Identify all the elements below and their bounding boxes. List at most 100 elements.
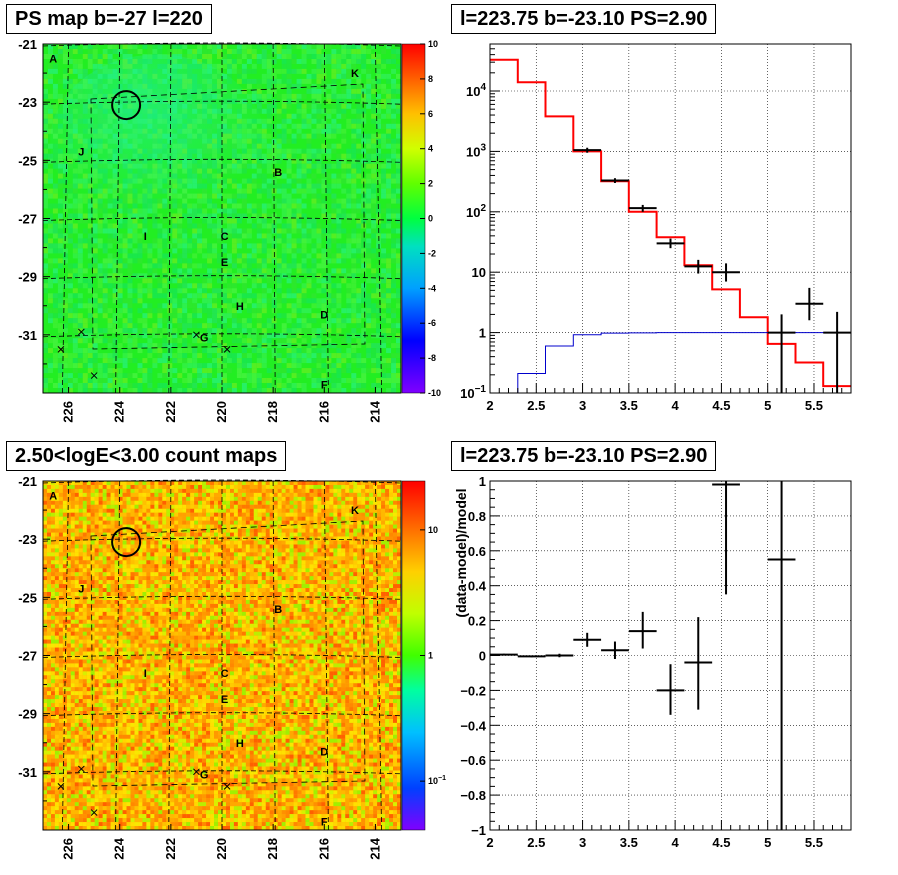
map-cell <box>231 49 237 54</box>
map-cell <box>54 647 59 652</box>
map-cell <box>266 278 272 284</box>
map-cell <box>66 596 71 600</box>
map-cell <box>217 348 222 354</box>
map-cell <box>90 798 95 803</box>
map-cell <box>306 118 312 124</box>
map-cell <box>58 603 63 608</box>
map-cell <box>57 328 63 334</box>
map-cell <box>291 83 297 89</box>
map-cell <box>62 794 67 799</box>
map-cell <box>356 388 362 393</box>
map-cell <box>66 790 71 795</box>
region-label-H: H <box>236 301 244 313</box>
map-cell <box>336 388 342 393</box>
map-cell <box>236 338 242 344</box>
map-cell <box>346 68 352 74</box>
map-cell <box>361 363 367 369</box>
map-cell <box>351 288 357 294</box>
map-cell <box>47 556 51 561</box>
map-cell <box>51 790 55 795</box>
map-cell <box>70 496 75 501</box>
map-cell <box>102 263 108 269</box>
map-cell <box>54 750 59 755</box>
map-cell <box>58 635 63 640</box>
map-cell <box>66 778 71 783</box>
map-cell <box>72 288 78 294</box>
map-cell <box>376 303 382 309</box>
map-cell <box>202 303 208 309</box>
map-cell <box>43 679 47 684</box>
map-cell <box>227 293 232 299</box>
map-cell <box>301 358 307 364</box>
map-cell <box>67 228 73 234</box>
map-cell <box>43 268 48 274</box>
map-cell <box>236 293 242 299</box>
map-cell <box>266 158 272 164</box>
map-cell <box>251 223 257 229</box>
map-cell <box>391 368 397 374</box>
map-cell <box>117 378 123 383</box>
map-cell <box>58 556 63 561</box>
map-cell <box>43 719 47 723</box>
map-cell <box>212 228 218 234</box>
map-cell <box>236 353 242 359</box>
map-cell <box>241 54 247 59</box>
map-cell <box>326 153 332 159</box>
map-cell <box>222 373 227 379</box>
map-cell <box>241 268 247 274</box>
map-cell <box>48 318 53 324</box>
map-cell <box>66 576 71 581</box>
map-cell <box>187 293 193 299</box>
map-cell <box>301 228 307 234</box>
map-cell <box>67 338 73 344</box>
map-cell <box>48 118 53 124</box>
map-cell <box>107 378 113 383</box>
map-cell <box>212 253 218 259</box>
survey-region-outline <box>90 83 366 350</box>
map-cell <box>326 243 332 249</box>
map-cell <box>58 738 63 743</box>
map-cell <box>241 293 247 299</box>
map-cell <box>371 188 377 194</box>
map-cell <box>54 671 59 676</box>
map-cell <box>51 560 55 565</box>
map-cell <box>67 308 73 314</box>
map-cell <box>236 358 242 364</box>
map-cell <box>376 293 382 299</box>
map-cell <box>52 273 58 279</box>
map-cell <box>47 647 51 652</box>
map-cell <box>241 278 247 284</box>
map-cell <box>286 118 292 124</box>
map-cell <box>43 651 47 656</box>
map-cell <box>157 238 163 244</box>
map-cell <box>102 278 108 284</box>
map-cell <box>311 378 317 383</box>
map-cell <box>256 318 262 324</box>
map-cell <box>43 508 47 513</box>
map-cell <box>51 762 55 767</box>
map-cell <box>177 373 183 379</box>
map-cell <box>117 223 123 229</box>
map-cell <box>316 303 322 309</box>
map-cell <box>47 572 51 577</box>
map-cell <box>371 83 377 89</box>
map-cell <box>351 83 357 89</box>
map-cell <box>336 268 342 274</box>
map-cell <box>331 49 337 54</box>
map-cell <box>271 158 277 164</box>
map-cell <box>43 552 47 557</box>
map-cell <box>251 383 257 388</box>
map-cell <box>296 298 302 304</box>
map-cell <box>157 333 163 339</box>
map-cell <box>371 208 377 214</box>
map-cell <box>256 83 262 89</box>
map-cell <box>70 818 75 823</box>
map-cell <box>336 93 342 99</box>
map-cell <box>52 203 58 209</box>
map-cell <box>256 358 262 364</box>
map-cell <box>70 596 75 600</box>
map-cell <box>92 248 98 254</box>
map-cell <box>78 592 83 596</box>
map-cell <box>51 754 55 759</box>
map-cell <box>296 358 302 364</box>
